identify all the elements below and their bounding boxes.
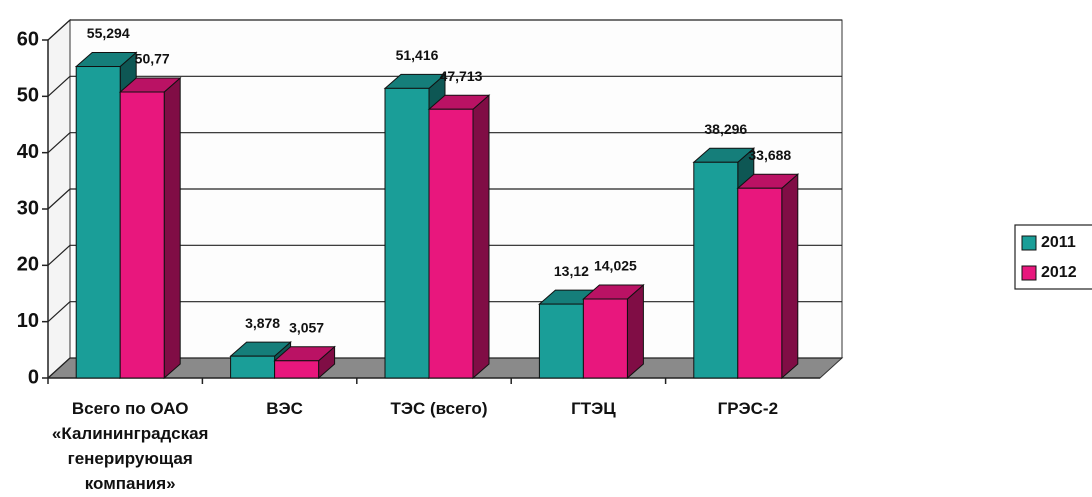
bar-side	[472, 94, 490, 380]
bar-side	[163, 76, 181, 380]
y-tick-label: 40	[17, 141, 39, 163]
value-label: 33,688	[748, 147, 791, 163]
value-label: 51,416	[396, 47, 439, 63]
bar	[428, 108, 474, 379]
x-tick-label: ГТЭЦ	[571, 399, 616, 418]
bar	[119, 91, 165, 379]
legend-label: 2011	[1041, 234, 1076, 251]
bar	[75, 66, 121, 379]
grid-line-side	[47, 301, 71, 323]
x-tick-label: Всего по ОАО «Калининградская генерирующ…	[51, 399, 209, 493]
bar	[230, 355, 276, 379]
y-tick-label: 30	[17, 197, 39, 219]
x-tick-label: ВЭС	[266, 399, 303, 418]
value-label: 3,057	[289, 319, 324, 335]
grid-line-side	[47, 132, 71, 154]
value-label: 47,713	[440, 68, 483, 84]
grid-line-side	[47, 188, 71, 210]
y-tick-label: 0	[28, 366, 39, 388]
bar	[274, 360, 320, 379]
bar-side	[781, 173, 799, 380]
x-tick-label: ТЭС (всего)	[390, 399, 488, 418]
x-tick-label: ГРЭС-2	[717, 399, 779, 418]
legend-label: 2012	[1041, 264, 1077, 281]
grid-line-side	[47, 244, 71, 266]
value-label: 14,025	[594, 258, 637, 274]
value-label: 50,77	[135, 51, 170, 67]
bar	[538, 303, 584, 379]
legend-swatch	[1021, 265, 1037, 281]
value-label: 38,296	[704, 121, 747, 137]
grid-line-side	[47, 75, 71, 97]
y-tick-label: 60	[17, 28, 39, 50]
bar	[384, 87, 430, 379]
y-tick-label: 10	[17, 310, 39, 332]
value-label: 13,12	[554, 263, 589, 279]
bar	[582, 298, 628, 379]
value-label: 55,294	[87, 25, 130, 41]
value-label: 3,878	[245, 315, 280, 331]
bar	[693, 161, 739, 379]
legend-swatch	[1021, 235, 1037, 251]
grid-line-side	[47, 357, 71, 379]
grid-line-side	[47, 19, 71, 41]
y-tick-label: 20	[17, 254, 39, 276]
bar-side	[626, 283, 644, 380]
y-tick-label: 50	[17, 85, 39, 107]
bar	[737, 187, 783, 379]
